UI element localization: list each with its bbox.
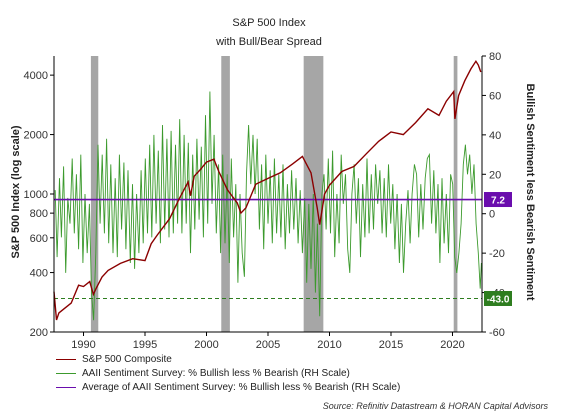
y-right-tick-label: 80 bbox=[489, 51, 501, 63]
legend-item-spread: AAII Sentiment Survey: % Bullish less % … bbox=[56, 366, 400, 380]
y-left-tick-label: 4000 bbox=[24, 70, 48, 82]
average-badge-label: 7.2 bbox=[491, 196, 505, 207]
y-left-tick-label: 600 bbox=[30, 233, 48, 245]
series-layer bbox=[53, 60, 482, 321]
threshold-badge bbox=[484, 290, 512, 306]
y-left-tick-label: 200 bbox=[30, 327, 48, 339]
recession-bands bbox=[90, 56, 458, 332]
threshold-badge-label: -43.0 bbox=[487, 294, 510, 305]
legend: S&P 500 Composite AAII Sentiment Survey:… bbox=[56, 352, 400, 394]
right-axis-label: Bullish Sentiment less Bearish Sentiment bbox=[524, 83, 536, 300]
legend-label-spread: AAII Sentiment Survey: % Bullish less % … bbox=[82, 367, 350, 379]
x-tick-label: 2010 bbox=[317, 339, 341, 351]
legend-swatch-average bbox=[56, 386, 76, 388]
source-note: Source: Refinitiv Datastream & HORAN Cap… bbox=[322, 401, 548, 411]
x-tick-label: 1995 bbox=[133, 339, 157, 351]
chart: S&P 500 Index with Bull/Bear Spread S&P … bbox=[10, 17, 536, 351]
y-left-tick-label: 800 bbox=[30, 208, 48, 220]
sp500-line bbox=[53, 60, 482, 321]
average-badge bbox=[484, 192, 512, 208]
chart-subtitle: with Bull/Bear Spread bbox=[215, 36, 322, 48]
y-right-tick-label: -20 bbox=[489, 248, 505, 260]
y-right-tick-label: -60 bbox=[489, 327, 505, 339]
y-left-tick-label: 400 bbox=[30, 268, 48, 280]
x-tick-label: 2000 bbox=[194, 339, 218, 351]
x-tick-label: 1990 bbox=[71, 339, 95, 351]
x-tick-label: 2005 bbox=[256, 339, 280, 351]
y-right-tick-label: 40 bbox=[489, 130, 501, 142]
y-right-tick-label: 20 bbox=[489, 169, 501, 181]
x-tick-label: 2015 bbox=[379, 339, 403, 351]
chart-title: S&P 500 Index bbox=[232, 17, 306, 29]
legend-swatch-spread bbox=[56, 372, 76, 374]
y-right-tick-label: 0 bbox=[489, 209, 495, 221]
recession-band-1 bbox=[90, 56, 99, 332]
y-right-tick-label: 60 bbox=[489, 90, 501, 102]
left-axis-label: S&P 500 Index (log scale) bbox=[10, 125, 22, 258]
legend-swatch-sp500 bbox=[56, 358, 76, 360]
recession-band-2 bbox=[221, 56, 230, 332]
y-left-tick-label: 1000 bbox=[24, 189, 48, 201]
legend-label-sp500: S&P 500 Composite bbox=[82, 353, 172, 365]
legend-label-average: Average of AAII Sentiment Survey: % Bull… bbox=[82, 381, 401, 393]
y-left-tick-label: 2000 bbox=[24, 130, 48, 142]
spread-line bbox=[54, 91, 482, 321]
recession-band-4 bbox=[453, 56, 458, 332]
axes: 1990 1995 2000 2005 2010 2015 2020200400600800… bbox=[24, 51, 512, 351]
legend-item-sp500: S&P 500 Composite bbox=[56, 352, 400, 366]
legend-item-average: Average of AAII Sentiment Survey: % Bull… bbox=[56, 380, 400, 394]
x-tick-label: 2020 bbox=[440, 339, 464, 351]
